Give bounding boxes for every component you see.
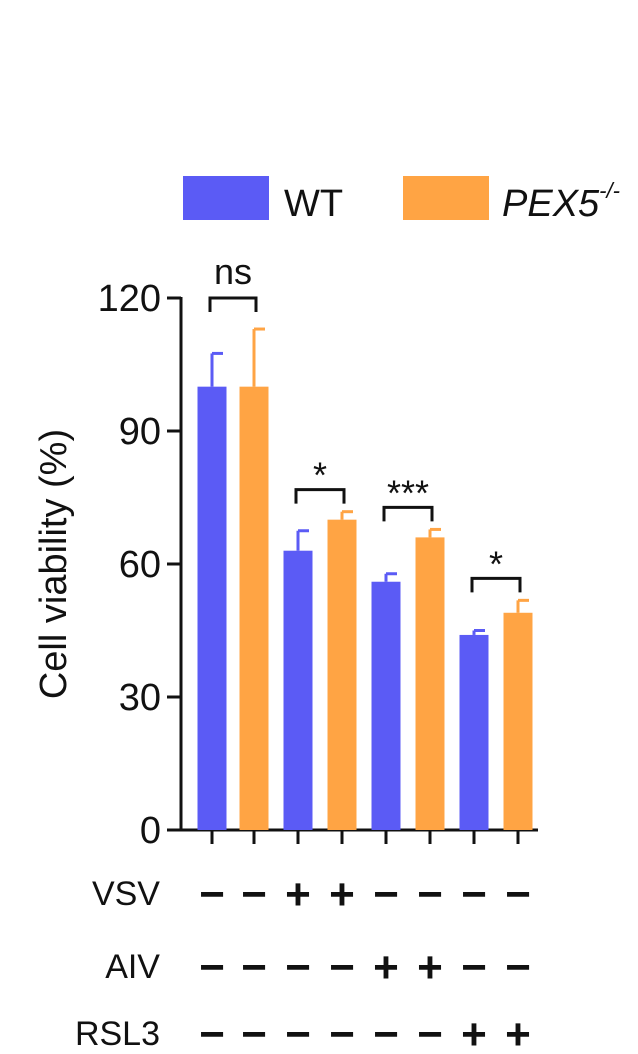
- significance-bracket-aiv: [382, 505, 434, 522]
- treatment-sign-aiv-5: +: [417, 943, 443, 992]
- bar-rsl3-pex5: [503, 612, 533, 830]
- significance-bracket-vsv: [294, 488, 346, 504]
- bar-control-wt: [197, 386, 227, 830]
- treatment-sign-aiv-7: −: [505, 943, 531, 992]
- y-tick-label-120: 120: [98, 278, 161, 320]
- legend-label-pex5-superscript: -/-: [599, 178, 620, 203]
- treatment-sign-aiv-6: −: [461, 943, 487, 992]
- significance-label-control: ns: [214, 251, 252, 292]
- treatment-sign-aiv-2: −: [285, 943, 311, 992]
- bar-aiv-wt: [371, 581, 401, 830]
- treatment-sign-vsv-6: −: [461, 870, 487, 919]
- bar-vsv-pex5: [327, 519, 357, 830]
- legend: WT PEX5-/-: [183, 176, 620, 225]
- treatment-sign-rsl3-1: −: [241, 1010, 267, 1054]
- bar-vsv-wt: [283, 550, 313, 830]
- y-tick-label-0: 0: [140, 810, 161, 852]
- significance-bracket-control: [208, 296, 258, 312]
- legend-label-pex5: PEX5-/-: [502, 178, 620, 225]
- bar-rsl3-wt: [459, 634, 489, 830]
- treatment-table: VSV − − + + − − − −AIV − − − − + + − −RSL3− − − − − − + +: [75, 870, 531, 1054]
- treatment-sign-rsl3-5: −: [417, 1010, 443, 1054]
- significance-label-aiv: ***: [387, 472, 429, 513]
- treatment-sign-rsl3-0: −: [199, 1010, 225, 1054]
- significance-label-vsv: *: [313, 455, 327, 496]
- treatment-label-rsl3: RSL3: [75, 1015, 160, 1053]
- treatment-sign-aiv-1: −: [241, 943, 267, 992]
- bar-aiv-pex5: [415, 537, 445, 830]
- treatment-sign-rsl3-4: −: [373, 1010, 399, 1054]
- treatment-sign-rsl3-7: +: [505, 1010, 531, 1054]
- treatment-sign-rsl3-6: +: [461, 1010, 487, 1054]
- y-tick-label-60: 60: [119, 544, 161, 586]
- bar-control-pex5: [239, 386, 269, 830]
- treatment-sign-vsv-3: +: [329, 870, 355, 919]
- treatment-sign-vsv-4: −: [373, 870, 399, 919]
- treatment-sign-vsv-1: −: [241, 870, 267, 919]
- treatment-sign-vsv-2: +: [285, 870, 311, 919]
- treatment-label-aiv: AIV: [105, 948, 160, 986]
- legend-swatch-pex5: [403, 176, 489, 220]
- y-axis-label: Cell viability (%): [33, 429, 75, 699]
- treatment-sign-vsv-5: −: [417, 870, 443, 919]
- treatment-sign-vsv-7: −: [505, 870, 531, 919]
- legend-label-pex5-main: PEX5: [502, 183, 600, 225]
- treatment-label-vsv: VSV: [92, 875, 160, 913]
- legend-swatch-wt: [183, 176, 269, 220]
- treatment-sign-aiv-4: +: [373, 943, 399, 992]
- significance-label-rsl3: *: [489, 543, 503, 584]
- legend-label-wt: WT: [284, 183, 343, 225]
- treatment-sign-aiv-3: −: [329, 943, 355, 992]
- y-tick-label-90: 90: [119, 411, 161, 453]
- treatment-sign-aiv-0: −: [199, 943, 225, 992]
- y-tick-label-30: 30: [119, 677, 161, 719]
- treatment-sign-vsv-0: −: [199, 870, 225, 919]
- treatment-sign-rsl3-2: −: [285, 1010, 311, 1054]
- significance-bracket-rsl3: [470, 576, 522, 593]
- treatment-sign-rsl3-3: −: [329, 1010, 355, 1054]
